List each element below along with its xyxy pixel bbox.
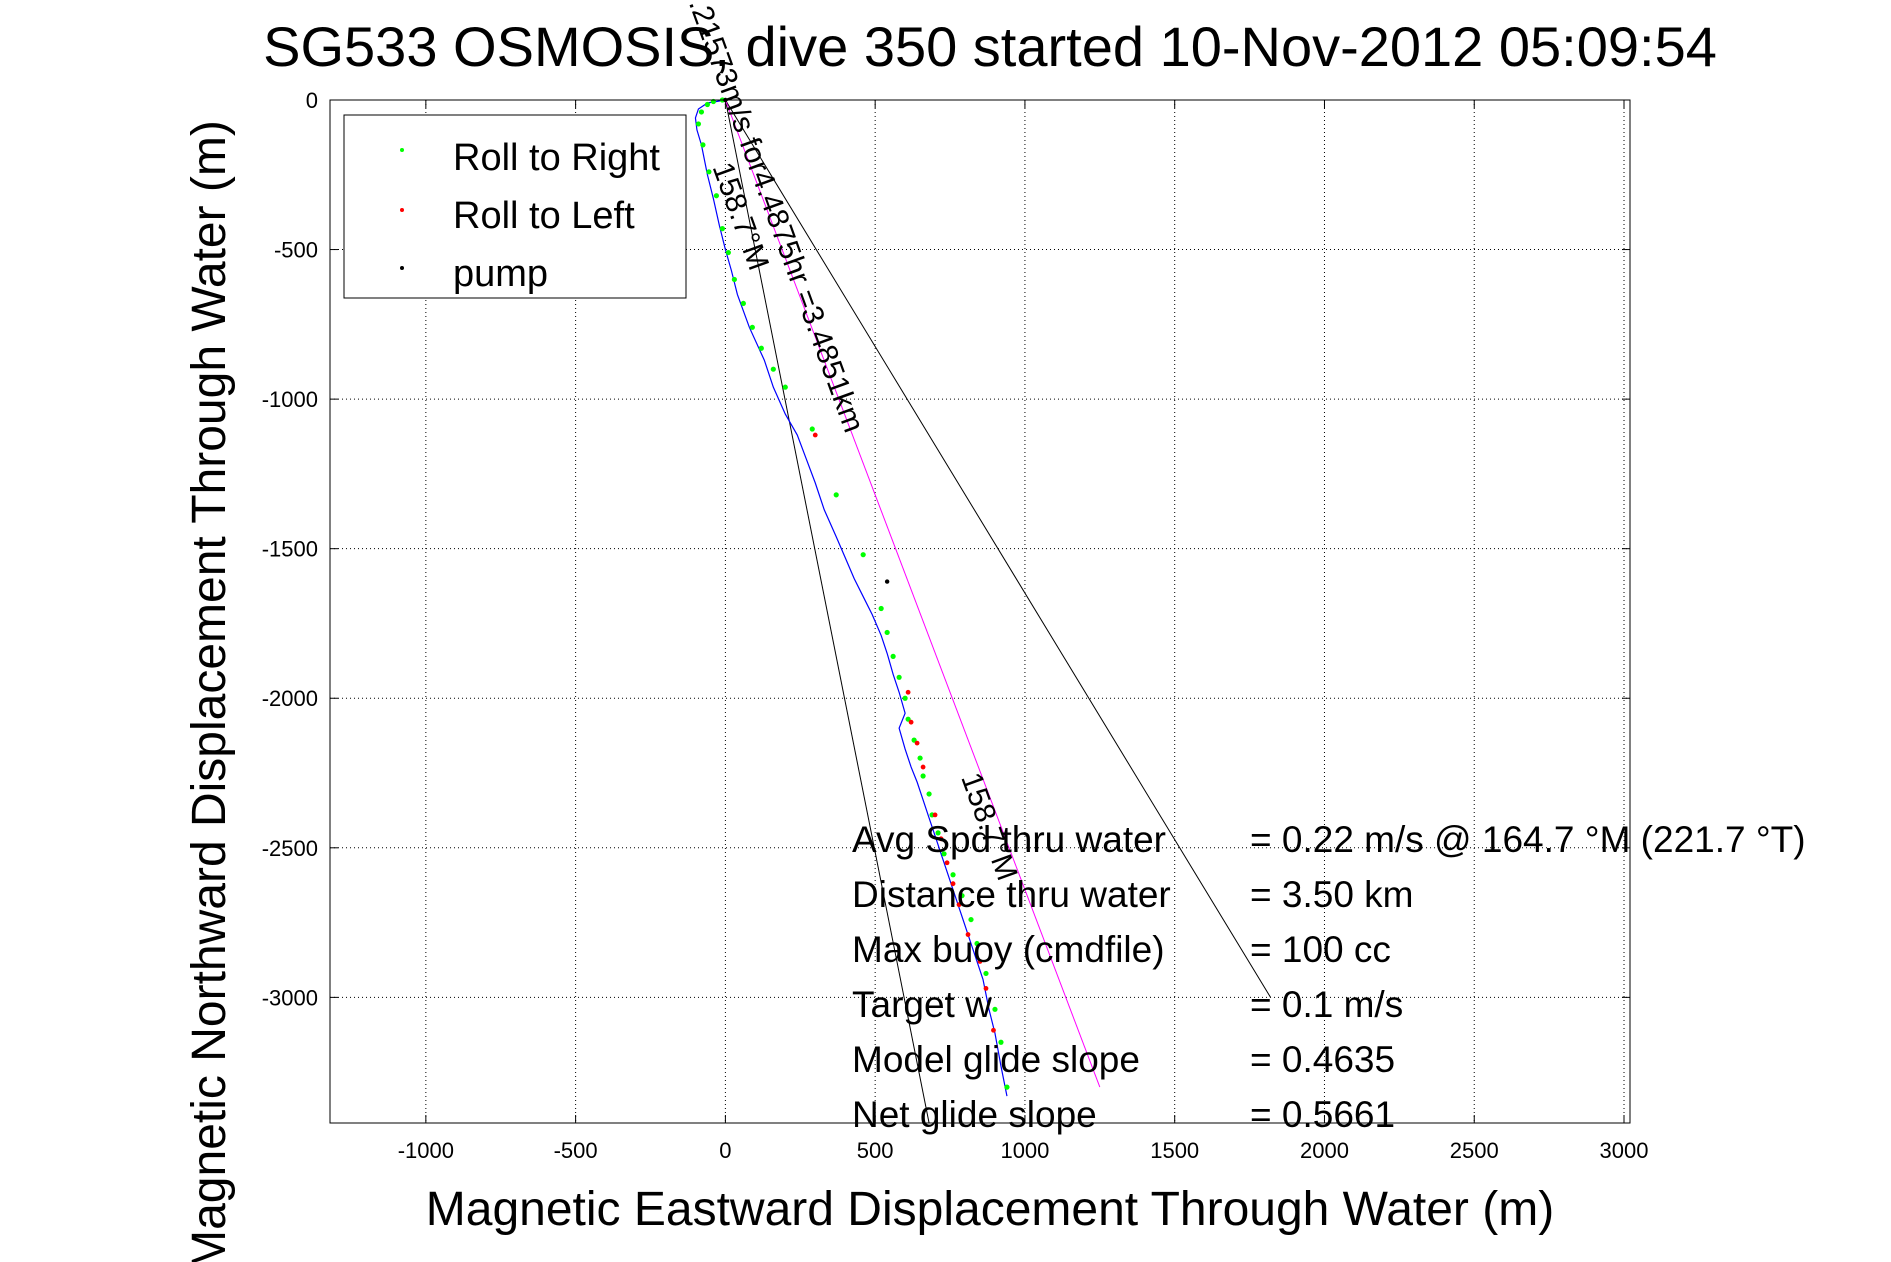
roll-right-point: [698, 109, 705, 115]
stat-value-avg-speed: = 0.22 m/s @ 164.7 °M (221.7 °T): [1250, 819, 1806, 860]
stats-block: Avg Spd thru water = 0.22 m/s @ 164.7 °M…: [852, 819, 1806, 1135]
roll-right-point: [833, 492, 839, 498]
roll-right-point: [902, 695, 908, 701]
roll-right-point: [809, 426, 815, 432]
reference-line-2: [724, 99, 1101, 1088]
roll-left-point: [983, 985, 989, 991]
chart-title: SG533 OSMOSIS, dive 350 started 10-Nov-2…: [263, 15, 1717, 78]
roll-right-point: [935, 830, 941, 836]
plot-frame: [329, 99, 1631, 1124]
roll-right-point: [890, 653, 896, 659]
roll-left-point: [812, 432, 818, 438]
roll-right-point: [968, 916, 974, 923]
y-tick-label: -1500: [262, 537, 318, 562]
roll-left-point: [905, 689, 911, 695]
x-axis-label: Magnetic Eastward Displacement Through W…: [426, 1183, 1554, 1236]
legend: Roll to Right Roll to Left pump: [343, 114, 687, 299]
stat-value-net-glide-slope: = 0.5661: [1250, 1094, 1395, 1135]
y-tick-label: -2500: [262, 836, 318, 861]
roll-right-point: [725, 249, 731, 256]
y-tick-label: -1000: [262, 387, 318, 412]
y-tick-label: -2000: [262, 686, 318, 711]
roll-right-point: [878, 605, 884, 612]
roll-right-point: [860, 552, 866, 558]
roll-right-point: [950, 872, 956, 878]
stat-label-target-w: Target w: [852, 984, 992, 1025]
reference-line-1: [724, 99, 1271, 998]
roll-left-point: [920, 764, 926, 770]
roll-right-point: [770, 366, 776, 372]
roll-right-point: [896, 674, 902, 680]
roll-right-point: [713, 193, 720, 199]
roll-right-point: [983, 970, 989, 977]
x-tick-label: -500: [554, 1138, 598, 1163]
roll-right-point: [731, 276, 737, 283]
x-tick-label: 2500: [1450, 1138, 1499, 1163]
y-axis-label: Magnetic Northward Displacement Through …: [183, 120, 236, 1262]
stat-label-distance: Distance thru water: [852, 874, 1171, 915]
roll-left-point: [950, 881, 956, 887]
roll-right-point: [782, 384, 788, 390]
roll-left-point: [908, 719, 914, 725]
x-tick-label: 1500: [1150, 1138, 1199, 1163]
reference-line-0: [724, 99, 930, 1124]
roll-right-point: [758, 345, 764, 351]
legend-label-pump: pump: [453, 253, 548, 295]
pump-point: [884, 579, 890, 584]
roll-right-point: [926, 791, 932, 797]
legend-label-roll-left: Roll to Left: [453, 195, 635, 237]
legend-label-roll-right: Roll to Right: [453, 137, 660, 179]
roll-right-point: [749, 324, 755, 330]
y-tick-label: -500: [274, 238, 318, 263]
roll-right-point: [974, 940, 980, 947]
legend-marker-pump: [400, 266, 404, 270]
stat-value-model-glide-slope: = 0.4635: [1250, 1039, 1395, 1080]
roll-right-point: [884, 629, 890, 636]
roll-right-point: [740, 300, 746, 307]
roll-right-point: [992, 1006, 998, 1012]
stat-value-max-buoy: = 100 cc: [1250, 929, 1391, 970]
stat-label-max-buoy: Max buoy (cmdfile): [852, 929, 1165, 970]
stat-label-net-glide-slope: Net glide slope: [852, 1094, 1097, 1135]
legend-marker-roll-right: [400, 148, 404, 152]
roll-right-point: [941, 851, 947, 857]
roll-right-point: [719, 226, 725, 232]
roll-left-point: [944, 860, 950, 866]
roll-right-point: [1004, 1084, 1010, 1090]
legend-marker-roll-left: [400, 208, 404, 212]
roll-right-point: [704, 101, 711, 108]
roll-left-point: [991, 1027, 996, 1033]
y-tick-label: 0: [306, 88, 318, 113]
stat-value-distance: = 3.50 km: [1250, 874, 1414, 915]
track-line: [694, 99, 1008, 1097]
roll-right-point: [920, 773, 926, 779]
roll-left-point: [914, 740, 920, 746]
roll-left-point: [938, 836, 944, 842]
stat-label-model-glide-slope: Model glide slope: [852, 1039, 1140, 1080]
x-tick-label: 2000: [1300, 1138, 1349, 1163]
roll-left-point: [956, 902, 962, 908]
x-tick-label: -1000: [398, 1138, 454, 1163]
x-tick-label: 0: [719, 1138, 731, 1163]
roll-right-point: [959, 893, 965, 899]
y-tick-label: -3000: [262, 985, 318, 1010]
stat-label-avg-speed: Avg Spd thru water: [852, 819, 1166, 860]
roll-right-point: [917, 755, 923, 761]
roll-right-point: [695, 121, 702, 127]
roll-right-point: [998, 1039, 1004, 1045]
x-tick-label: 500: [857, 1138, 894, 1163]
roll-right-point: [706, 169, 712, 175]
roll-right-point: [700, 142, 706, 148]
x-tick-label: 1000: [1000, 1138, 1049, 1163]
roll-left-point: [977, 959, 983, 964]
x-tick-label: 3000: [1600, 1138, 1649, 1163]
roll-left-point: [965, 932, 971, 937]
stat-value-target-w: = 0.1 m/s: [1250, 984, 1403, 1025]
roll-left-point: [932, 812, 938, 818]
